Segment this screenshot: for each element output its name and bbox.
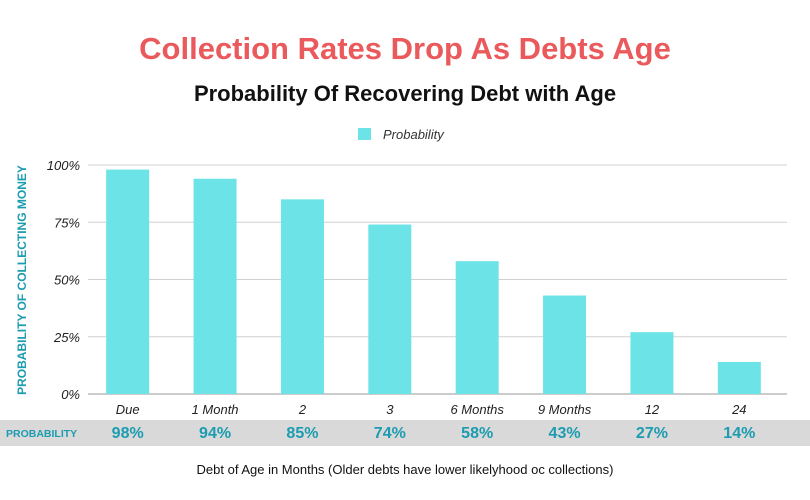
value-label: 58% [461,425,493,442]
bar [717,361,761,394]
legend-swatch [358,128,371,140]
x-axis-label: Debt of Age in Months (Older debts have … [197,462,614,477]
value-table-row [0,420,810,446]
bar [630,332,674,394]
x-tick-label: 12 [645,402,660,417]
x-tick-label: 9 Months [538,402,592,417]
value-label: 98% [112,425,144,442]
y-tick-label: 75% [54,215,80,230]
value-label: 85% [286,425,318,442]
value-label: 27% [636,425,668,442]
x-tick-label: 6 Months [450,402,504,417]
bar [280,199,324,394]
bar [455,261,499,394]
x-tick-label: 2 [298,402,307,417]
bar [193,178,237,394]
bar [106,169,150,394]
y-tick-label: 50% [54,273,80,288]
y-tick-label: 0% [61,387,80,402]
value-label: 43% [549,425,581,442]
x-tick-label: Due [116,402,140,417]
legend-label: Probability [383,127,445,142]
x-tick-label: 24 [731,402,746,417]
table-row-label: PROBABILITY [6,428,77,440]
value-label: 14% [723,425,755,442]
y-tick-label: 100% [47,158,80,173]
bar [368,224,412,394]
y-axis-label: PROBABILITY OF COLLECTING MONEY [15,165,29,395]
x-tick-label: 3 [386,402,394,417]
value-label: 94% [199,425,231,442]
chart-subtitle: Probability Of Recovering Debt with Age [194,81,616,106]
y-tick-label: 25% [53,330,80,345]
value-label: 74% [374,425,406,442]
bar [543,295,587,394]
x-tick-label: 1 Month [192,402,239,417]
chart-title: Collection Rates Drop As Debts Age [139,31,671,66]
